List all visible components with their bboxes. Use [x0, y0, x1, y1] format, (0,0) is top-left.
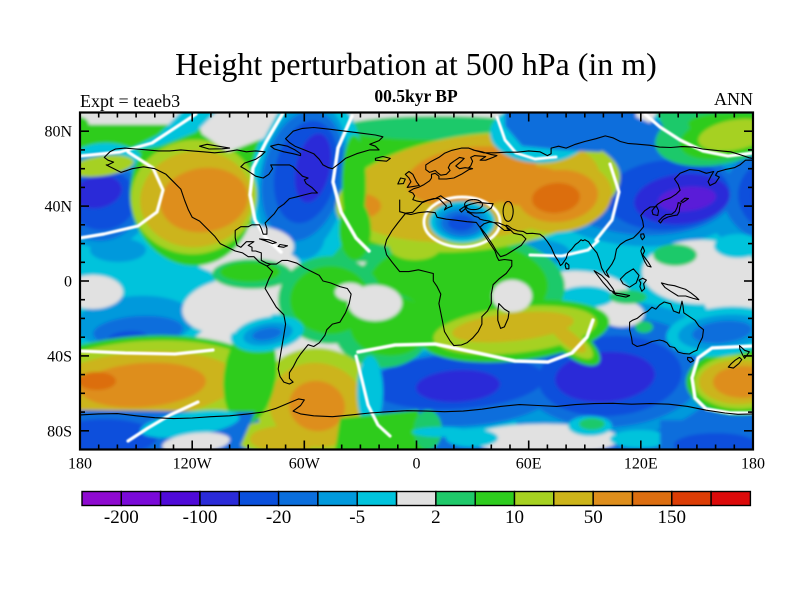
- svg-text:0: 0: [64, 274, 72, 291]
- svg-text:ANN: ANN: [714, 89, 753, 109]
- svg-text:50: 50: [584, 507, 603, 528]
- svg-text:180: 180: [741, 456, 765, 473]
- svg-text:80N: 80N: [44, 124, 72, 141]
- svg-text:2: 2: [431, 507, 441, 528]
- svg-text:-5: -5: [349, 507, 365, 528]
- svg-text:Height perturbation at 500 hPa: Height perturbation at 500 hPa (in m): [175, 46, 657, 82]
- svg-text:00.5kyr BP: 00.5kyr BP: [374, 86, 458, 106]
- svg-text:-200: -200: [104, 507, 139, 528]
- svg-text:180: 180: [68, 456, 92, 473]
- svg-text:40N: 40N: [44, 199, 72, 216]
- svg-text:60E: 60E: [516, 456, 542, 473]
- svg-text:0: 0: [413, 456, 421, 473]
- svg-text:80S: 80S: [47, 423, 72, 440]
- svg-text:Expt = teaeb3: Expt = teaeb3: [80, 91, 180, 111]
- svg-text:60W: 60W: [289, 456, 321, 473]
- svg-text:120W: 120W: [173, 456, 213, 473]
- svg-text:150: 150: [658, 507, 687, 528]
- svg-text:-20: -20: [266, 507, 291, 528]
- svg-text:-100: -100: [183, 507, 218, 528]
- svg-text:10: 10: [505, 507, 524, 528]
- svg-text:120E: 120E: [624, 456, 658, 473]
- svg-text:40S: 40S: [47, 348, 72, 365]
